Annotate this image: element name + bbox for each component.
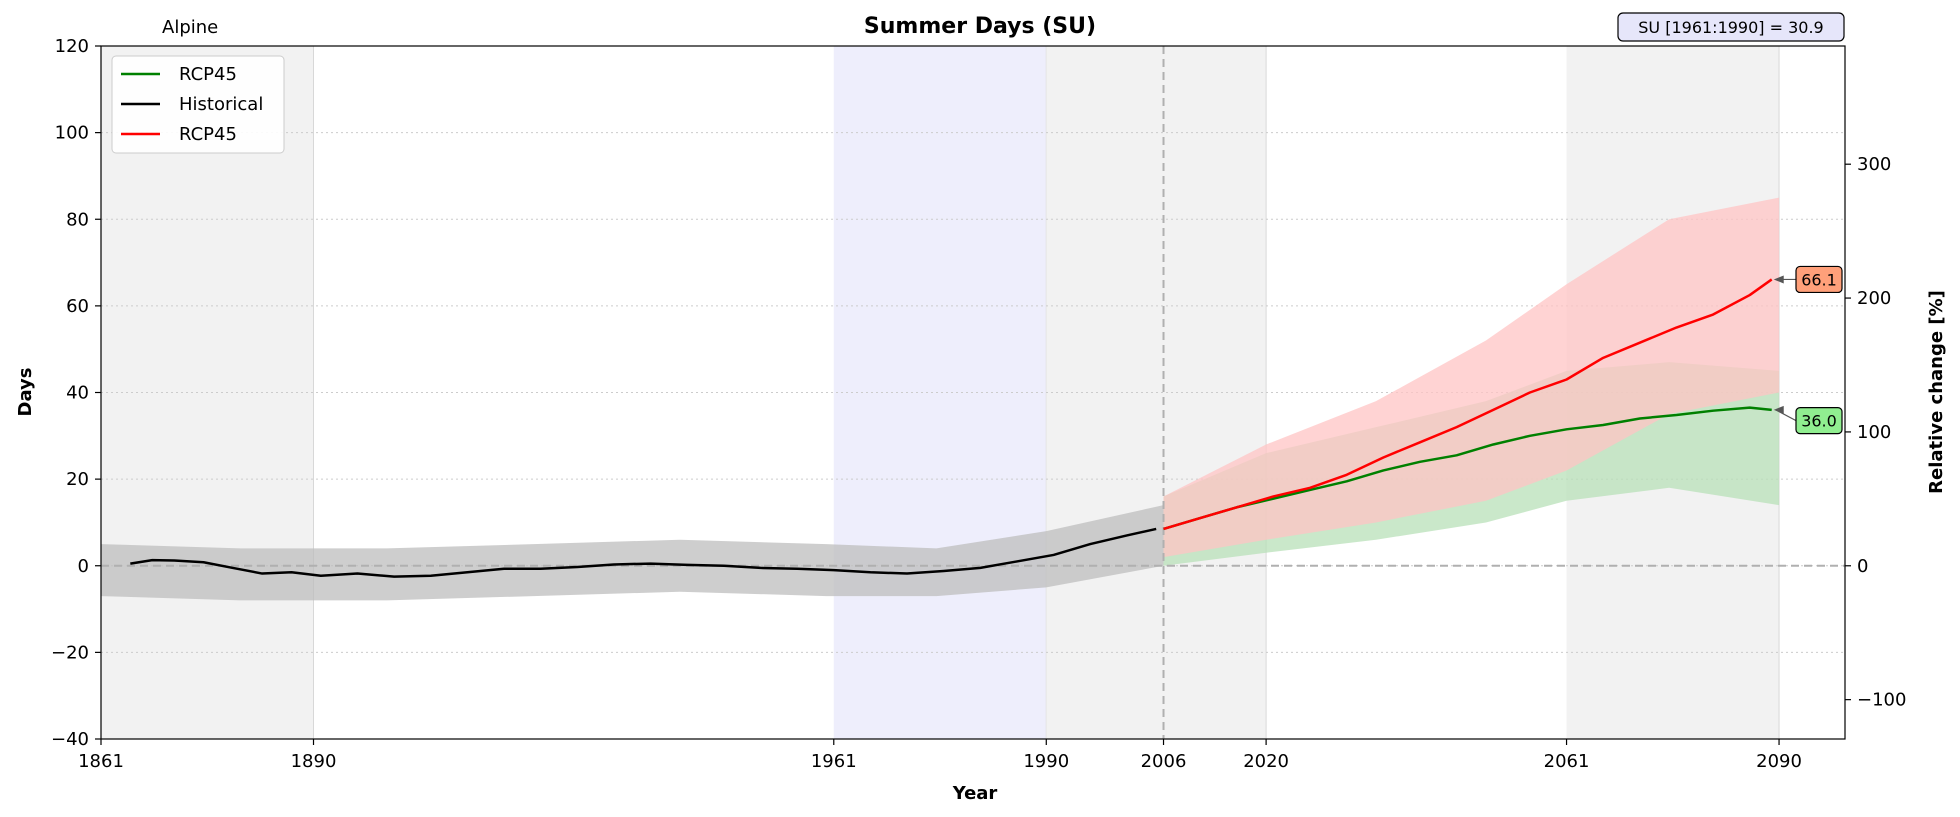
x-tick-label: 2061: [1544, 751, 1590, 772]
legend: RCP45 Historical RCP45: [111, 55, 285, 154]
annotation-box: [1795, 407, 1843, 435]
chart-title: Summer Days (SU): [864, 14, 1096, 39]
y2-tick-label: 100: [1857, 422, 1891, 443]
x-tick-label: 2006: [1141, 751, 1187, 772]
legend-box: [111, 55, 285, 154]
y-tick-label: 80: [66, 209, 89, 230]
y-axis-right: −100 0 100 200 300: [1845, 154, 1906, 711]
shaded-period-1961-1990: [833, 46, 1047, 739]
y-axis-left: −40 −20 0 20 40 60 80 100 120: [51, 36, 101, 750]
y2-tick-label: 300: [1857, 154, 1891, 175]
series-lines: [130, 278, 1773, 578]
series-line-rcp45-1: [1163, 406, 1772, 531]
annotation-box: [1795, 265, 1843, 294]
legend-label-rcp45-red: RCP45: [179, 124, 237, 145]
band-historical-spread: [101, 505, 1164, 601]
y-tick-label: 120: [55, 36, 89, 57]
zero-reference: [101, 46, 1845, 739]
y2-tick-label: −100: [1857, 690, 1906, 711]
legend-label-historical: Historical: [179, 94, 263, 115]
y2-tick-label: 200: [1857, 288, 1891, 309]
annotation-arrowhead: [1773, 405, 1784, 414]
x-tick-label: 1890: [291, 751, 337, 772]
y2-axis-label: Relative change [%]: [1926, 290, 1947, 494]
band-rcp45-red-spread: [1163, 197, 1780, 558]
end-value-annotations: 66.1 36.0: [1773, 265, 1843, 435]
y-tick-label: 0: [78, 556, 89, 577]
y2-tick-label: 0: [1857, 556, 1868, 577]
x-tick-label: 1861: [78, 751, 124, 772]
annotation-label: 66.1: [1801, 270, 1837, 289]
baseline-box: [1617, 12, 1845, 42]
y-tick-label: 20: [66, 469, 89, 490]
uncertainty-bands: [101, 197, 1780, 601]
x-axis-label: Year: [952, 783, 998, 804]
y-tick-label: 40: [66, 383, 89, 404]
x-axis: 1861 1890 1961 1990 2006 2020 2061 2090: [78, 739, 1802, 772]
annotation-arrowhead: [1773, 275, 1784, 284]
legend-label-rcp45-green: RCP45: [179, 64, 237, 85]
x-tick-label: 1961: [811, 751, 857, 772]
series-line-historical-0: [130, 527, 1157, 578]
x-tick-label: 2090: [1756, 751, 1802, 772]
region-label: Alpine: [162, 17, 218, 38]
y-tick-label: 100: [55, 123, 89, 144]
y-tick-label: −40: [51, 729, 89, 750]
series-line-rcp45-2: [1163, 278, 1773, 531]
y-tick-label: −20: [51, 642, 89, 663]
y-axis-label: Days: [15, 368, 36, 417]
x-tick-label: 2020: [1243, 751, 1289, 772]
x-tick-label: 1990: [1023, 751, 1069, 772]
annotation-label: 36.0: [1801, 412, 1837, 431]
baseline-label: SU [1961:1990] = 30.9: [1638, 18, 1823, 37]
y-tick-label: 60: [66, 296, 89, 317]
